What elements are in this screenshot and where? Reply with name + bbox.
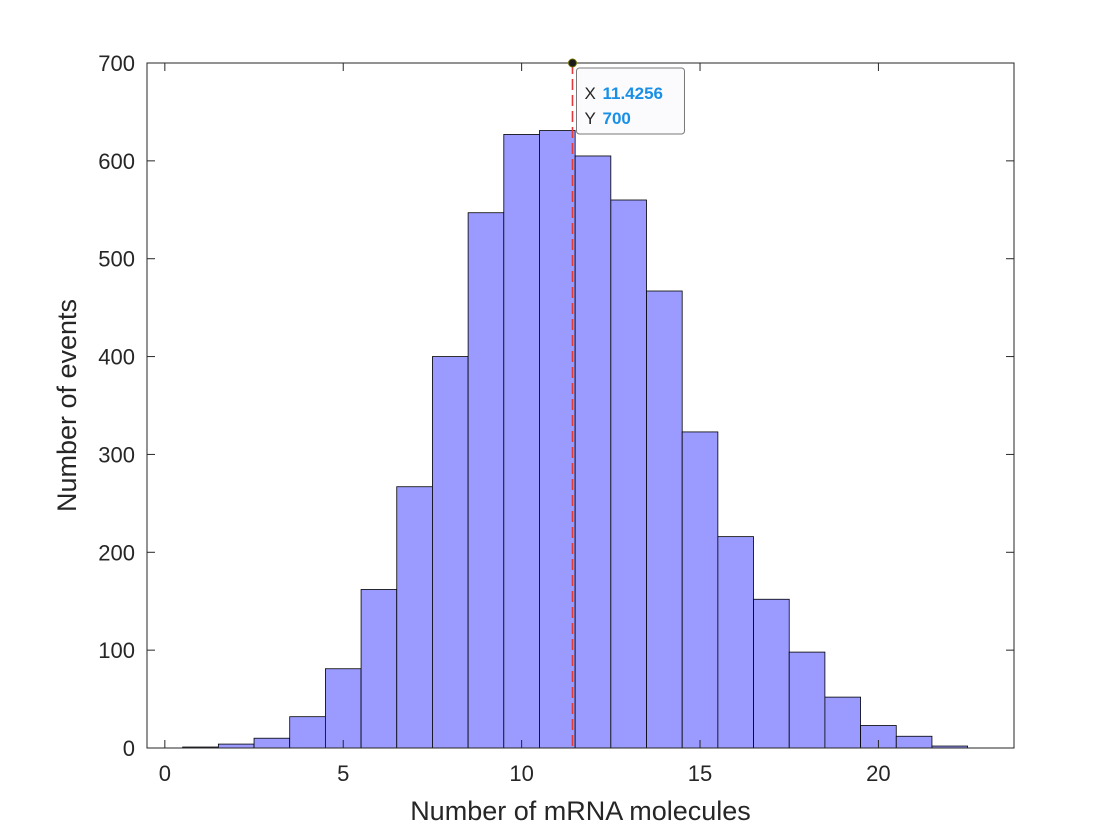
datatip-y-value: 700	[602, 109, 630, 128]
x-tick-label: 10	[509, 761, 533, 786]
y-tick-label: 700	[98, 51, 135, 76]
histogram-bar	[681, 431, 719, 749]
x-tick-label: 5	[337, 761, 349, 786]
histogram-bar	[432, 356, 469, 749]
histogram-bar	[610, 199, 647, 749]
x-tick-label: 0	[159, 761, 171, 786]
x-tick-labels: 0 5 10 15 20	[159, 761, 891, 786]
y-tick-label: 400	[98, 345, 135, 370]
x-tick-label: 15	[688, 761, 712, 786]
y-tick-label: 100	[98, 638, 135, 663]
histogram-bar	[360, 589, 398, 749]
bars-group	[182, 130, 969, 749]
histogram-bar	[503, 134, 540, 749]
datatip-x-value: 11.4256	[602, 84, 663, 103]
histogram-bar	[824, 696, 861, 749]
y-tick-labels: 0 100 200 300 400 500 600 700	[98, 51, 135, 761]
x-tick-label: 20	[866, 761, 890, 786]
histogram-bar	[717, 536, 754, 749]
histogram-bar	[217, 743, 255, 749]
axes-box	[146, 62, 1015, 749]
x-axis-label: Number of mRNA molecules	[410, 796, 751, 826]
histogram-bar	[467, 212, 505, 749]
histogram-bar	[646, 290, 683, 749]
datatip-x-key: X	[584, 84, 595, 103]
datatip[interactable]: X 11.4256 Y 700	[575, 67, 685, 135]
histogram-bar	[539, 130, 576, 749]
histogram-bar	[753, 598, 790, 749]
y-axis-label: Number of events	[52, 299, 82, 512]
y-tick-label: 0	[123, 736, 135, 761]
histogram-bar	[895, 735, 933, 749]
histogram-bar	[396, 486, 433, 749]
histogram-bar	[289, 716, 326, 749]
histogram-bar	[253, 737, 291, 749]
histogram-bar	[574, 155, 612, 749]
datatip-marker-dot[interactable]	[567, 58, 577, 68]
y-tick-label: 200	[98, 540, 135, 565]
y-tick-label: 500	[98, 247, 135, 272]
datatip-box	[575, 67, 685, 135]
histogram-bar	[324, 668, 362, 749]
datatip-y-key: Y	[584, 109, 595, 128]
y-tick-label: 300	[98, 442, 135, 467]
y-tick-label: 600	[98, 149, 135, 174]
histogram-bar	[788, 651, 826, 749]
